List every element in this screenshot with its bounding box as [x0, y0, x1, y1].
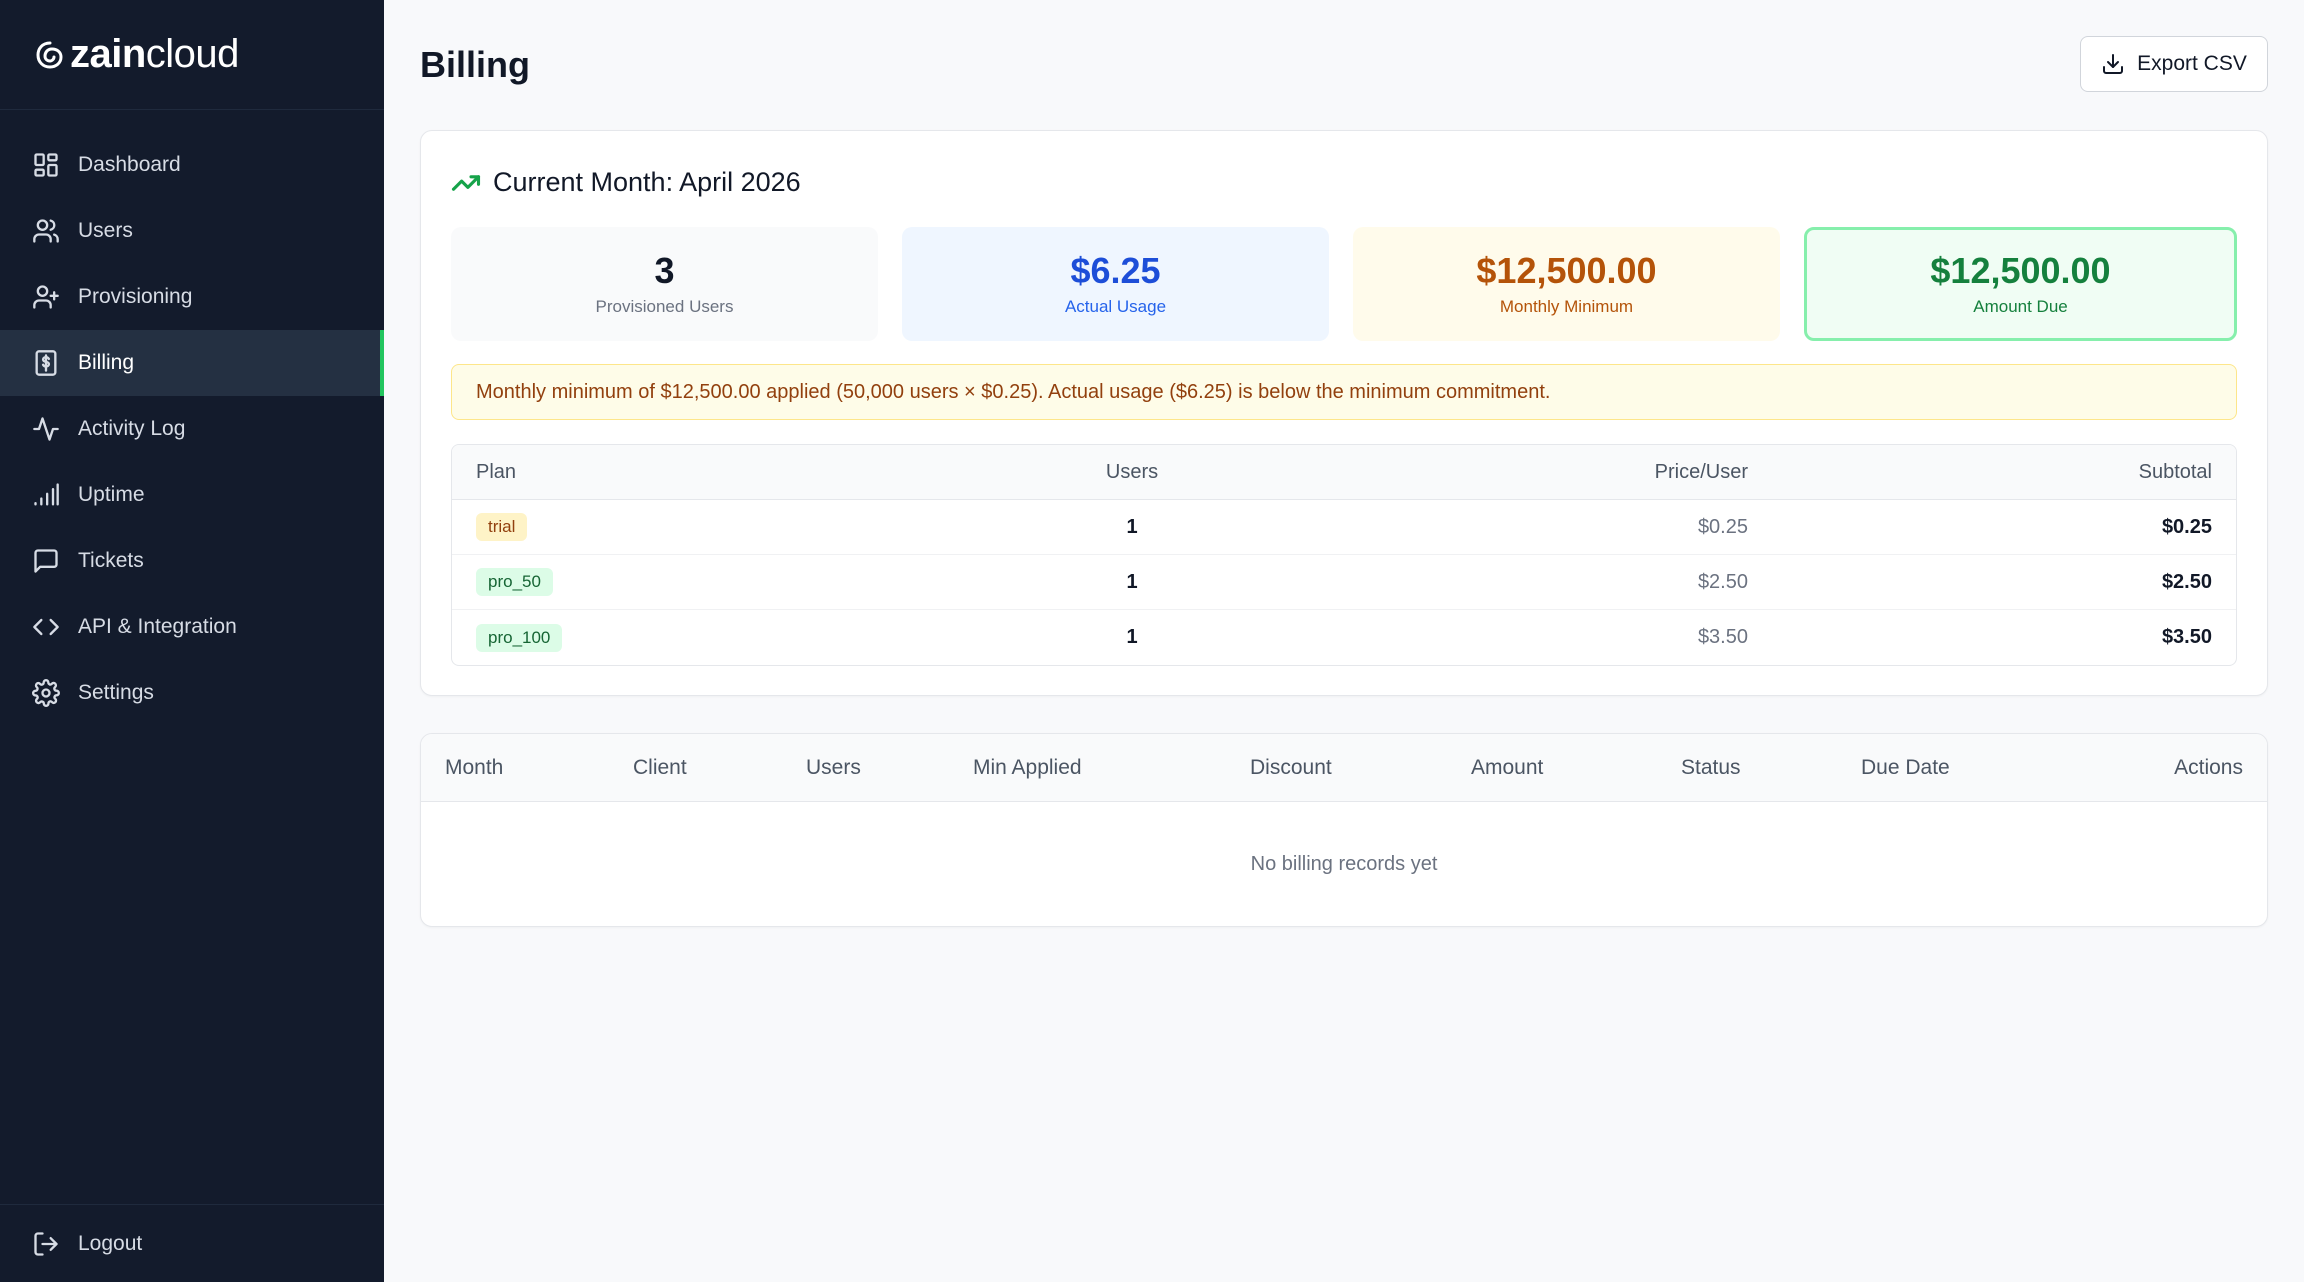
- sidebar-item-label: Provisioning: [78, 285, 193, 308]
- column-header-price-user: Price/User: [1654, 460, 1748, 483]
- brand-logo[interactable]: zain cloud: [0, 0, 384, 110]
- cell-users: 1: [1126, 515, 1138, 538]
- sidebar-item-users[interactable]: Users: [0, 198, 384, 264]
- sidebar-item-label: Dashboard: [78, 153, 181, 176]
- column-header-month[interactable]: Month: [445, 755, 504, 779]
- column-header-users: Users: [1105, 460, 1159, 483]
- brand-name-light: cloud: [145, 32, 240, 76]
- stat-amount-due: $12,500.00 Amount Due: [1804, 227, 2237, 341]
- sidebar: zain cloud Dashboard Users Provisioning B…: [0, 0, 384, 1282]
- empty-state-text: No billing records yet: [1250, 852, 1438, 875]
- table-header-row: Plan Users Price/User Subtotal: [452, 445, 2236, 500]
- sidebar-item-label: Settings: [78, 681, 154, 704]
- stat-value: $12,500.00: [1476, 250, 1657, 292]
- column-header-subtotal: Subtotal: [2138, 460, 2212, 483]
- page-title: Billing: [420, 44, 530, 85]
- records-header-row: Month Client Users Min Applied Discount …: [421, 734, 2267, 802]
- stats-row: 3 Provisioned Users $6.25 Actual Usage $…: [451, 227, 2237, 341]
- main-content: Billing Export CSV Current Month: April …: [384, 0, 2304, 1282]
- code-icon: [33, 618, 59, 636]
- column-header-client[interactable]: Client: [633, 755, 687, 779]
- stat-actual-usage: $6.25 Actual Usage: [902, 227, 1329, 341]
- cell-price: $2.50: [1697, 570, 1748, 593]
- sidebar-item-provisioning[interactable]: Provisioning: [0, 264, 384, 330]
- cell-subtotal: $2.50: [2161, 570, 2212, 593]
- trending-up-icon: [451, 174, 481, 191]
- cell-price: $0.25: [1697, 515, 1748, 538]
- table-row: trial 1 $0.25 $0.25: [452, 500, 2236, 555]
- cell-subtotal: $3.50: [2161, 626, 2212, 648]
- sidebar-item-api-integration[interactable]: API & Integration: [0, 594, 384, 660]
- table-row: pro_100 1 $3.50 $3.50: [452, 610, 2236, 665]
- gear-icon: [32, 679, 60, 707]
- sidebar-item-settings[interactable]: Settings: [0, 660, 384, 726]
- current-month-header: Current Month: April 2026: [451, 167, 801, 198]
- cell-users: 1: [1126, 570, 1138, 593]
- billing-icon: [35, 350, 57, 376]
- stat-value: $6.25: [1070, 250, 1161, 292]
- minimum-applied-notice: Monthly minimum of $12,500.00 applied (5…: [451, 364, 2237, 420]
- logout-button[interactable]: Logout: [0, 1204, 384, 1282]
- plan-badge: pro_100: [476, 623, 563, 652]
- swirl-logo-icon: [36, 41, 63, 69]
- stat-provisioned-users: 3 Provisioned Users: [451, 227, 878, 341]
- column-header-min-applied[interactable]: Min Applied: [973, 755, 1082, 779]
- export-csv-button[interactable]: Export CSV: [2080, 36, 2268, 92]
- stat-monthly-minimum: $12,500.00 Monthly Minimum: [1353, 227, 1780, 341]
- current-month-card: Current Month: April 2026 3 Provisioned …: [420, 130, 2268, 696]
- column-header-discount[interactable]: Discount: [1250, 755, 1332, 779]
- sidebar-item-uptime[interactable]: Uptime: [0, 462, 384, 528]
- stat-label: Provisioned Users: [595, 296, 734, 316]
- stat-label: Amount Due: [1973, 296, 2068, 316]
- sidebar-item-activity-log[interactable]: Activity Log: [0, 396, 384, 462]
- download-icon: [2103, 54, 2124, 74]
- brand-name-bold: zain: [70, 32, 146, 76]
- current-month-title: Current Month: April 2026: [493, 167, 801, 197]
- logout-icon: [34, 1231, 58, 1256]
- sidebar-item-billing[interactable]: Billing: [0, 330, 384, 396]
- sidebar-item-dashboard[interactable]: Dashboard: [0, 132, 384, 198]
- sidebar-item-tickets[interactable]: Tickets: [0, 528, 384, 594]
- sidebar-item-label: Users: [78, 219, 133, 242]
- column-header-actions: Actions: [2174, 755, 2243, 779]
- stat-label: Actual Usage: [1064, 296, 1167, 316]
- signal-icon: [34, 483, 59, 506]
- sidebar-nav: Dashboard Users Provisioning Billing Act…: [0, 132, 384, 726]
- sidebar-item-label: Uptime: [78, 483, 145, 506]
- cell-price: $3.50: [1697, 626, 1748, 648]
- column-header-due-date[interactable]: Due Date: [1861, 755, 1950, 779]
- dashboard-icon: [34, 153, 58, 177]
- users-icon: [33, 219, 59, 243]
- user-plus-icon: [33, 285, 59, 309]
- logout-label: Logout: [78, 1231, 143, 1255]
- column-header-amount[interactable]: Amount: [1471, 755, 1544, 779]
- export-csv-label: Export CSV: [2137, 52, 2247, 75]
- column-header-users[interactable]: Users: [806, 755, 861, 779]
- message-icon: [34, 549, 58, 573]
- cell-subtotal: $0.25: [2161, 515, 2212, 538]
- plan-badge: trial: [476, 513, 528, 541]
- column-header-plan: Plan: [476, 460, 517, 483]
- cell-users: 1: [1126, 626, 1138, 648]
- plan-badge: pro_50: [476, 568, 553, 596]
- sidebar-item-label: Tickets: [78, 549, 144, 572]
- stat-value: 3: [654, 250, 675, 292]
- activity-icon: [33, 417, 59, 441]
- plan-breakdown-table: Plan Users Price/User Subtotal trial 1 $…: [451, 444, 2237, 666]
- stat-label: Monthly Minimum: [1499, 296, 1634, 316]
- billing-records-card: Month Client Users Min Applied Discount …: [420, 733, 2268, 927]
- column-header-status[interactable]: Status: [1681, 755, 1741, 779]
- sidebar-item-label: Billing: [78, 351, 135, 374]
- table-row: pro_50 1 $2.50 $2.50: [452, 555, 2236, 610]
- stat-value: $12,500.00: [1930, 250, 2111, 292]
- sidebar-item-label: Activity Log: [78, 417, 186, 440]
- sidebar-item-label: API & Integration: [78, 615, 237, 638]
